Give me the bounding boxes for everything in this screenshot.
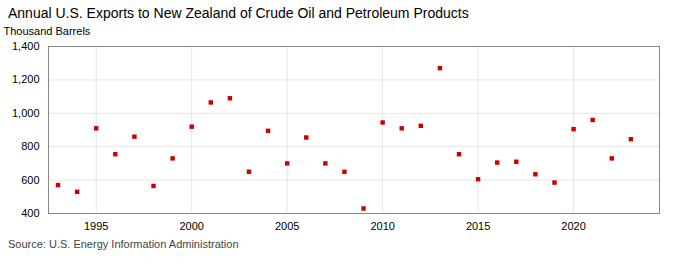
svg-text:2020: 2020 bbox=[561, 220, 585, 232]
html-text:Annual U.S. Exports to New Zea: Annual U.S. Exports to New Zealand of Cr… bbox=[8, 5, 469, 21]
svg-text:1995: 1995 bbox=[84, 220, 108, 232]
svg-text:2010: 2010 bbox=[370, 220, 394, 232]
svg-text:600: 600 bbox=[21, 174, 39, 186]
svg-text:1,200: 1,200 bbox=[12, 73, 40, 85]
html-text:Source: U.S. Energy Informatio: Source: U.S. Energy Information Administ… bbox=[8, 238, 239, 250]
svg-text:Thousand Barrels: Thousand Barrels bbox=[4, 25, 91, 37]
svg-text:1,000: 1,000 bbox=[12, 107, 40, 119]
svg-text:2005: 2005 bbox=[275, 220, 299, 232]
svg-text:1,400: 1,400 bbox=[12, 40, 40, 52]
svg-text:2015: 2015 bbox=[466, 220, 490, 232]
svg-text:800: 800 bbox=[21, 140, 39, 152]
svg-text:400: 400 bbox=[21, 207, 39, 219]
svg-text:2000: 2000 bbox=[179, 220, 203, 232]
